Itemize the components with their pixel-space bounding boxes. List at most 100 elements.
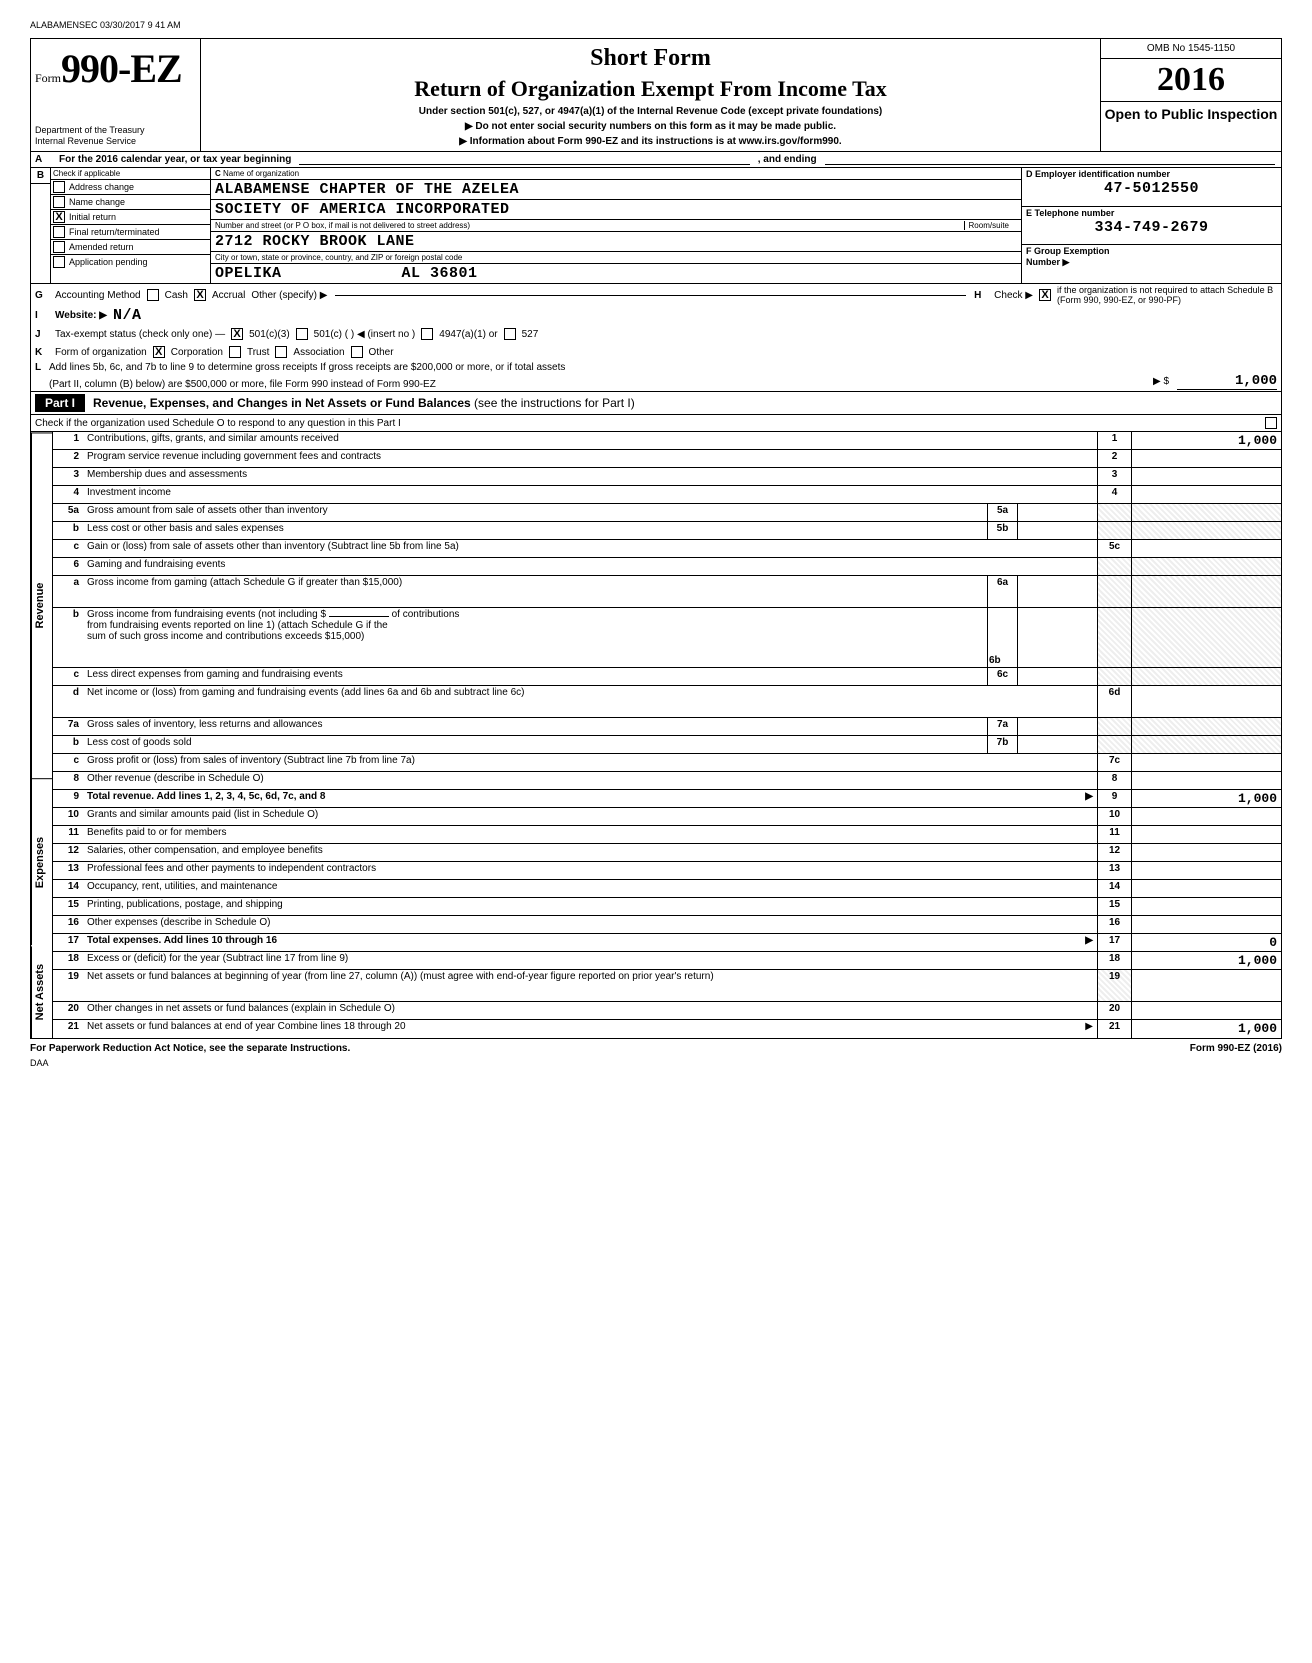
501c-checkbox[interactable] — [296, 328, 308, 340]
amt-9[interactable]: 1,000 — [1132, 790, 1281, 808]
corp-label: Corporation — [171, 347, 223, 358]
amt-2[interactable] — [1132, 450, 1281, 468]
state-zip: AL 36801 — [402, 265, 478, 282]
other-org-checkbox[interactable] — [351, 346, 363, 358]
trust-checkbox[interactable] — [229, 346, 241, 358]
desc-10: Grants and similar amounts paid (list in… — [83, 808, 1097, 825]
amt-5b[interactable] — [1017, 522, 1097, 539]
accrual-checkbox[interactable]: X — [194, 289, 206, 301]
nc-20: 20 — [1098, 1002, 1131, 1020]
ln-12: 12 — [53, 844, 83, 861]
desc-14: Occupancy, rent, utilities, and maintena… — [83, 880, 1097, 897]
amt-6d[interactable] — [1132, 686, 1281, 718]
amt-6c[interactable] — [1017, 668, 1097, 685]
ln-17: 17 — [53, 934, 83, 951]
amount-column: 1,000 1,000 0 1,000 1,000 — [1131, 432, 1281, 1038]
phone-value: 334-749-2679 — [1026, 219, 1277, 236]
year-begin-field[interactable] — [299, 154, 749, 165]
right-box: OMB No 1545-1150 2016 Open to Public Ins… — [1101, 39, 1281, 151]
amt-4[interactable] — [1132, 486, 1281, 504]
col-b-name: C Name of organization ALABAMENSE CHAPTE… — [211, 168, 1021, 283]
ln-10: 10 — [53, 808, 83, 825]
check-if-applicable: Check if applicable — [51, 168, 210, 180]
check-initial-return[interactable]: XInitial return — [51, 210, 210, 225]
ln-6: 6 — [53, 558, 83, 575]
check-label: Final return/terminated — [69, 227, 160, 237]
street-label: Number and street (or P O box, if mail i… — [215, 221, 470, 230]
ln-14: 14 — [53, 880, 83, 897]
527-checkbox[interactable] — [504, 328, 516, 340]
amt-17[interactable]: 0 — [1132, 934, 1281, 952]
cash-checkbox[interactable] — [147, 289, 159, 301]
amt-11[interactable] — [1132, 826, 1281, 844]
city-label-line: City or town, state or province, country… — [211, 252, 1021, 264]
desc-6d: Net income or (loss) from gaming and fun… — [83, 686, 1097, 717]
desc-5c: Gain or (loss) from sale of assets other… — [83, 540, 1097, 557]
amt-21[interactable]: 1,000 — [1132, 1020, 1281, 1038]
part1-title-suffix: (see the instructions for Part I) — [474, 396, 635, 410]
year-end-field[interactable] — [825, 154, 1275, 165]
desc-6: Gaming and fundraising events — [83, 558, 1097, 575]
section-b: B Check if applicable Address change Nam… — [30, 168, 1282, 284]
nc-17: 17 — [1098, 934, 1131, 952]
website-value: N/A — [113, 307, 142, 324]
amt-19[interactable] — [1132, 970, 1281, 1002]
assoc-checkbox[interactable] — [275, 346, 287, 358]
501c3-checkbox[interactable]: X — [231, 328, 243, 340]
check-name-change[interactable]: Name change — [51, 195, 210, 210]
amt-6b[interactable] — [1017, 608, 1097, 667]
schedule-o-checkbox[interactable] — [1265, 417, 1277, 429]
ln-7b: b — [53, 736, 83, 753]
amt-3[interactable] — [1132, 468, 1281, 486]
desc-18: Excess or (deficit) for the year (Subtra… — [83, 952, 1097, 969]
other-specify-field[interactable] — [335, 295, 966, 296]
amt-20[interactable] — [1132, 1002, 1281, 1020]
ln-5b: b — [53, 522, 83, 539]
nc-6d: 6d — [1098, 686, 1131, 718]
desc-6b-2: of contributions — [392, 609, 460, 620]
desc-8: Other revenue (describe in Schedule O) — [83, 772, 1097, 789]
ln-7a: 7a — [53, 718, 83, 735]
amt-7a[interactable] — [1017, 718, 1097, 735]
amt-8[interactable] — [1132, 772, 1281, 790]
desc-17: Total expenses. Add lines 10 through 16 … — [83, 934, 1097, 951]
c-label: C — [215, 169, 221, 178]
b-label: B — [31, 168, 50, 184]
check-label: Amended return — [69, 242, 134, 252]
amt-6a[interactable] — [1017, 576, 1097, 607]
4947-checkbox[interactable] — [421, 328, 433, 340]
corp-checkbox[interactable]: X — [153, 346, 165, 358]
amt-5c[interactable] — [1132, 540, 1281, 558]
nc-14: 14 — [1098, 880, 1131, 898]
amt-10[interactable] — [1132, 808, 1281, 826]
amt-15[interactable] — [1132, 898, 1281, 916]
check-address-change[interactable]: Address change — [51, 180, 210, 195]
amt-18[interactable]: 1,000 — [1132, 952, 1281, 970]
amt-7b[interactable] — [1017, 736, 1097, 753]
h-checkbox[interactable]: X — [1039, 289, 1051, 301]
footer-daa: DAA — [30, 1058, 1282, 1068]
desc-2: Program service revenue including govern… — [83, 450, 1097, 467]
amt-1[interactable]: 1,000 — [1132, 432, 1281, 450]
desc-11: Benefits paid to or for members — [83, 826, 1097, 843]
amt-7c[interactable] — [1132, 754, 1281, 772]
amt-14[interactable] — [1132, 880, 1281, 898]
part1-sub: Check if the organization used Schedule … — [30, 415, 1282, 432]
4947-label: 4947(a)(1) or — [439, 329, 497, 340]
nc-19: 19 — [1098, 970, 1131, 1002]
ln-18: 18 — [53, 952, 83, 969]
check-amended-return[interactable]: Amended return — [51, 240, 210, 255]
contrib-amount-field[interactable] — [329, 616, 389, 617]
nc-7b — [1098, 736, 1131, 754]
check-application-pending[interactable]: Application pending — [51, 255, 210, 269]
ln-8: 8 — [53, 772, 83, 789]
amt-16[interactable] — [1132, 916, 1281, 934]
other-org-label: Other — [369, 347, 394, 358]
sub-7b: 7b — [987, 736, 1017, 753]
nc-5c: 5c — [1098, 540, 1131, 558]
amt-5a[interactable] — [1017, 504, 1097, 521]
org-name-2: SOCIETY OF AMERICA INCORPORATED — [211, 200, 1021, 220]
check-final-return[interactable]: Final return/terminated — [51, 225, 210, 240]
amt-13[interactable] — [1132, 862, 1281, 880]
amt-12[interactable] — [1132, 844, 1281, 862]
